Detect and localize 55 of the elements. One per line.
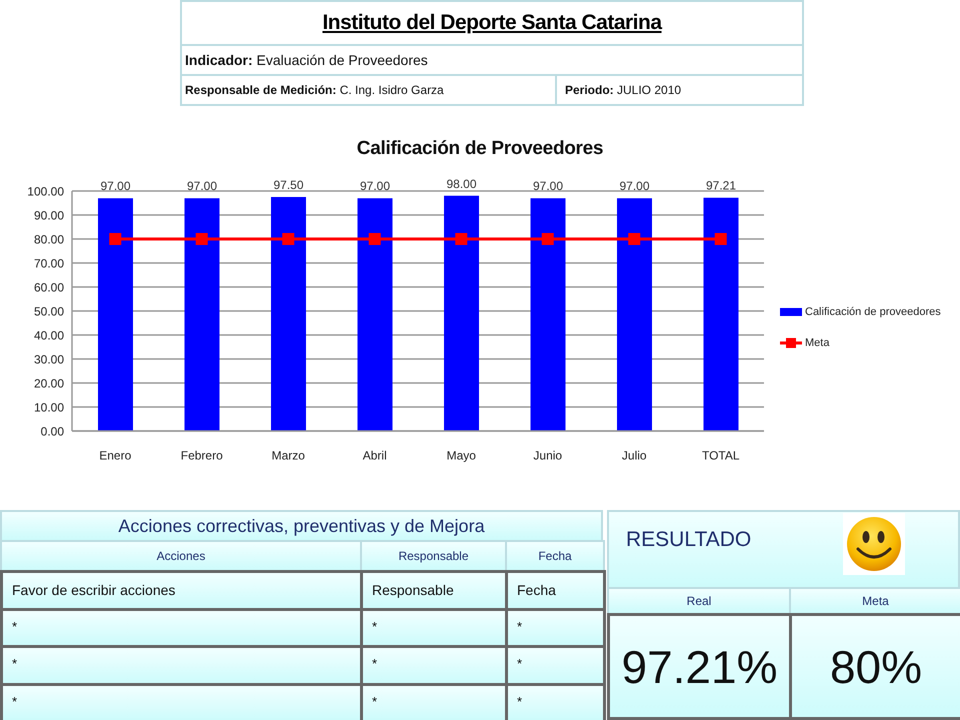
y-tick-label: 100.00 (27, 184, 64, 198)
text: Instituto del Deporte Santa Catarina (322, 11, 662, 35)
x-tick-label: Enero (99, 448, 132, 463)
text: * (517, 694, 522, 708)
category-label: Meta (862, 594, 889, 608)
x-tick-label: TOTAL (702, 448, 740, 463)
data-label: 97.00 (360, 179, 390, 194)
data-label: 97.21 (706, 178, 736, 193)
legend-label: Meta (805, 336, 830, 348)
text: Indicador: Evaluación de Proveedores (185, 52, 428, 68)
text: * (517, 656, 522, 671)
y-tick-label: 40.00 (34, 328, 64, 342)
category-label: Fecha (538, 549, 572, 563)
y-tick-label: 80.00 (34, 232, 64, 246)
legend-label: Calificación de proveedores (805, 306, 941, 318)
text: RESULTADO (626, 528, 752, 552)
chart-title: Calificación de Proveedores (356, 138, 604, 159)
text: * (12, 618, 18, 634)
category-label: Acciones (156, 549, 206, 563)
text: * (12, 656, 18, 671)
text: Acciones correctivas, preventivas y de Mejora (118, 516, 485, 536)
y-tick-label: 70.00 (34, 256, 64, 270)
text: Periodo: JULIO 2010 (565, 83, 682, 97)
category-label: Real (686, 594, 712, 608)
text: 80% (830, 640, 922, 694)
text: Responsable de Medición: C. Ing. Isidro Garza (185, 83, 444, 97)
data-label: 97.00 (100, 179, 131, 194)
x-tick-label: Julio (622, 448, 647, 463)
x-tick-label: Junio (533, 448, 562, 463)
y-tick-label: 20.00 (34, 376, 64, 390)
y-tick-label: 60.00 (34, 280, 64, 294)
text: Favor de escribir acciones (12, 582, 176, 598)
data-label: 97.00 (186, 179, 218, 194)
x-tick-label: Marzo (272, 448, 306, 463)
data-label: 98.00 (446, 176, 477, 191)
text: 97.21% (621, 640, 778, 694)
y-tick-label: 30.00 (34, 352, 64, 366)
data-label: 97.00 (619, 179, 650, 194)
text: * (517, 618, 522, 634)
y-tick-label: 0.00 (40, 424, 64, 438)
y-tick-label: 10.00 (34, 400, 64, 414)
text: * (12, 694, 18, 708)
y-tick-label: 50.00 (34, 304, 64, 318)
x-tick-label: Mayo (446, 448, 476, 463)
text: * (372, 694, 378, 708)
x-tick-label: Febrero (180, 448, 224, 463)
data-label: 97.50 (273, 178, 304, 192)
x-tick-label: Abril (362, 448, 387, 463)
y-tick-label: 90.00 (34, 208, 64, 222)
text: Fecha (517, 582, 556, 598)
data-label: 97.00 (532, 179, 564, 194)
text: * (372, 656, 378, 671)
text: Responsable (372, 582, 454, 598)
category-label: Responsable (398, 549, 469, 563)
text: * (372, 618, 378, 634)
